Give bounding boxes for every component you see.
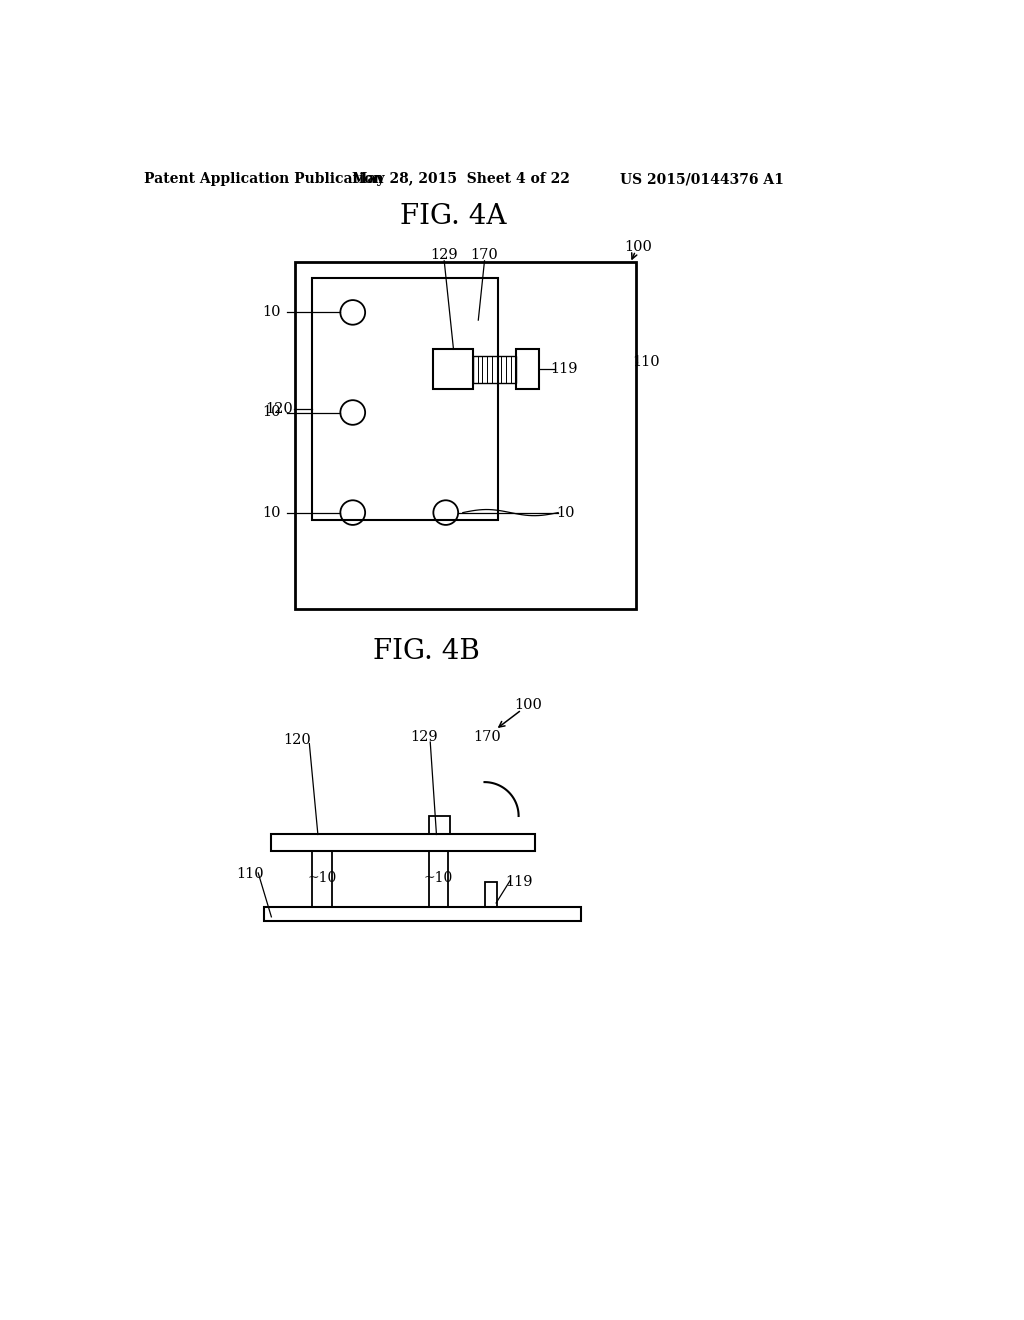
Text: 100: 100 — [624, 240, 652, 253]
Text: 129: 129 — [430, 248, 458, 261]
Text: 10: 10 — [557, 506, 575, 520]
Bar — [429, 851, 449, 907]
Bar — [473, 355, 515, 383]
Text: 129: 129 — [411, 730, 438, 744]
Bar — [432, 350, 473, 389]
Text: 119: 119 — [506, 875, 534, 890]
Text: 120: 120 — [265, 401, 293, 416]
Text: 10: 10 — [262, 305, 281, 319]
Bar — [271, 834, 535, 851]
Bar — [484, 882, 497, 907]
Text: 110: 110 — [632, 355, 659, 370]
Text: FIG. 4B: FIG. 4B — [373, 638, 480, 665]
Bar — [429, 816, 451, 834]
Text: ~10: ~10 — [423, 871, 453, 886]
Bar — [295, 263, 636, 609]
Text: 120: 120 — [283, 733, 311, 747]
Bar — [263, 907, 582, 921]
Text: 10: 10 — [262, 506, 281, 520]
Text: 110: 110 — [237, 867, 264, 882]
Text: 170: 170 — [473, 730, 501, 744]
Text: FIG. 4A: FIG. 4A — [400, 203, 507, 230]
Text: 170: 170 — [471, 248, 499, 261]
Bar — [311, 277, 498, 520]
Text: May 28, 2015  Sheet 4 of 22: May 28, 2015 Sheet 4 of 22 — [352, 172, 570, 186]
Bar — [515, 350, 539, 389]
Text: US 2015/0144376 A1: US 2015/0144376 A1 — [620, 172, 783, 186]
Text: 10: 10 — [262, 405, 281, 420]
Text: 100: 100 — [515, 698, 543, 711]
Text: ~10: ~10 — [307, 871, 336, 886]
Text: Patent Application Publication: Patent Application Publication — [143, 172, 383, 186]
Bar — [312, 851, 332, 907]
Text: 119: 119 — [550, 362, 578, 376]
